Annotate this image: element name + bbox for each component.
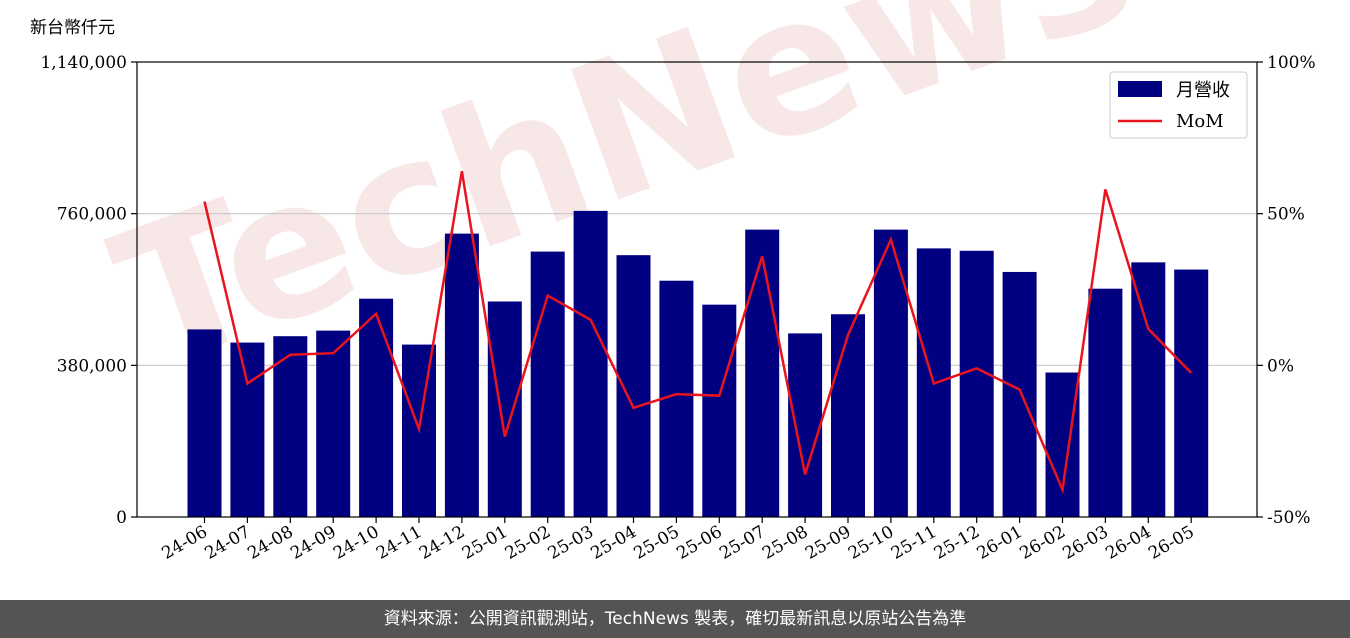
bar-24-09 bbox=[316, 330, 351, 517]
bar-26-04 bbox=[1131, 262, 1166, 517]
x-tick-label-25-04: 25-04 bbox=[588, 522, 640, 564]
y-right-tick-label: 100% bbox=[1267, 53, 1316, 73]
y-left-tick-label: 760,000 bbox=[57, 205, 127, 225]
y-unit-label: 新台幣仟元 bbox=[30, 18, 115, 38]
bar-25-08 bbox=[788, 333, 823, 517]
x-tick-label-26-01: 26-01 bbox=[974, 522, 1026, 564]
bar-25-07 bbox=[745, 229, 780, 517]
x-tick-label-24-12: 24-12 bbox=[416, 522, 468, 564]
bar-26-02 bbox=[1045, 372, 1080, 517]
x-tick-label-25-03: 25-03 bbox=[545, 522, 597, 564]
y-right-tick-label: 0% bbox=[1267, 356, 1294, 376]
bar-26-05 bbox=[1174, 269, 1209, 517]
x-tick-label-25-11: 25-11 bbox=[888, 522, 940, 564]
bar-25-03 bbox=[573, 210, 608, 517]
bar-26-01 bbox=[1002, 271, 1037, 517]
x-tick-label-24-07: 24-07 bbox=[201, 522, 253, 564]
bar-24-12 bbox=[444, 233, 479, 517]
bar-24-06 bbox=[187, 329, 222, 517]
bar-24-07 bbox=[230, 342, 265, 517]
bar-25-06 bbox=[702, 304, 737, 517]
bar-25-02 bbox=[530, 251, 565, 518]
bar-25-10 bbox=[873, 229, 908, 517]
y-right-tick-label: -50% bbox=[1267, 508, 1311, 528]
x-tick-label-25-09: 25-09 bbox=[802, 522, 854, 564]
mom-line bbox=[203, 170, 1193, 495]
bar-25-12 bbox=[959, 250, 994, 517]
x-tick-label-25-12: 25-12 bbox=[931, 522, 983, 564]
legend-bar-swatch bbox=[1118, 81, 1162, 97]
x-tick-label-25-05: 25-05 bbox=[630, 522, 682, 564]
y-left-tick-label: 380,000 bbox=[57, 356, 127, 376]
bar-26-03 bbox=[1088, 288, 1123, 517]
bar-25-09 bbox=[831, 314, 865, 517]
bar-series bbox=[187, 210, 1209, 518]
y-left-tick-label: 0 bbox=[116, 508, 127, 528]
y-left-tick-label: 1,140,000 bbox=[40, 53, 127, 73]
source-footer: 資料來源：公開資訊觀測站，TechNews 製表，確切最新訊息以原站公告為準 bbox=[0, 600, 1350, 638]
x-tick-label-26-05: 26-05 bbox=[1145, 522, 1197, 564]
plot-frame bbox=[136, 61, 1258, 518]
chart: TechNews 新台幣仟元 0380,000760,0001,140,000-… bbox=[30, 0, 1316, 564]
x-tick-label-24-11: 24-11 bbox=[373, 522, 425, 564]
x-tick-label-26-03: 26-03 bbox=[1059, 522, 1111, 564]
legend-label-revenue: 月營收 bbox=[1176, 80, 1230, 101]
x-tick-label-24-09: 24-09 bbox=[287, 522, 339, 564]
bar-24-08 bbox=[273, 336, 308, 517]
legend: 月營收 MoM bbox=[1109, 71, 1248, 139]
x-tick-label-25-07: 25-07 bbox=[716, 522, 768, 564]
x-tick-label-24-10: 24-10 bbox=[330, 522, 382, 564]
x-tick-label-25-10: 25-10 bbox=[845, 522, 897, 564]
x-tick-label-25-01: 25-01 bbox=[459, 522, 511, 564]
x-tick-label-25-06: 25-06 bbox=[673, 522, 725, 564]
x-tick-label-26-04: 26-04 bbox=[1102, 522, 1154, 564]
x-tick-label-24-06: 24-06 bbox=[159, 522, 211, 564]
bar-25-01 bbox=[487, 301, 522, 517]
legend-label-mom: MoM bbox=[1176, 111, 1224, 132]
x-tick-label-25-02: 25-02 bbox=[502, 522, 554, 564]
y-right-tick-label: 50% bbox=[1267, 205, 1305, 225]
bar-24-10 bbox=[359, 298, 394, 517]
x-tick-label-25-08: 25-08 bbox=[759, 522, 811, 564]
x-tick-label-26-02: 26-02 bbox=[1017, 522, 1069, 564]
x-tick-label-24-08: 24-08 bbox=[244, 522, 296, 564]
